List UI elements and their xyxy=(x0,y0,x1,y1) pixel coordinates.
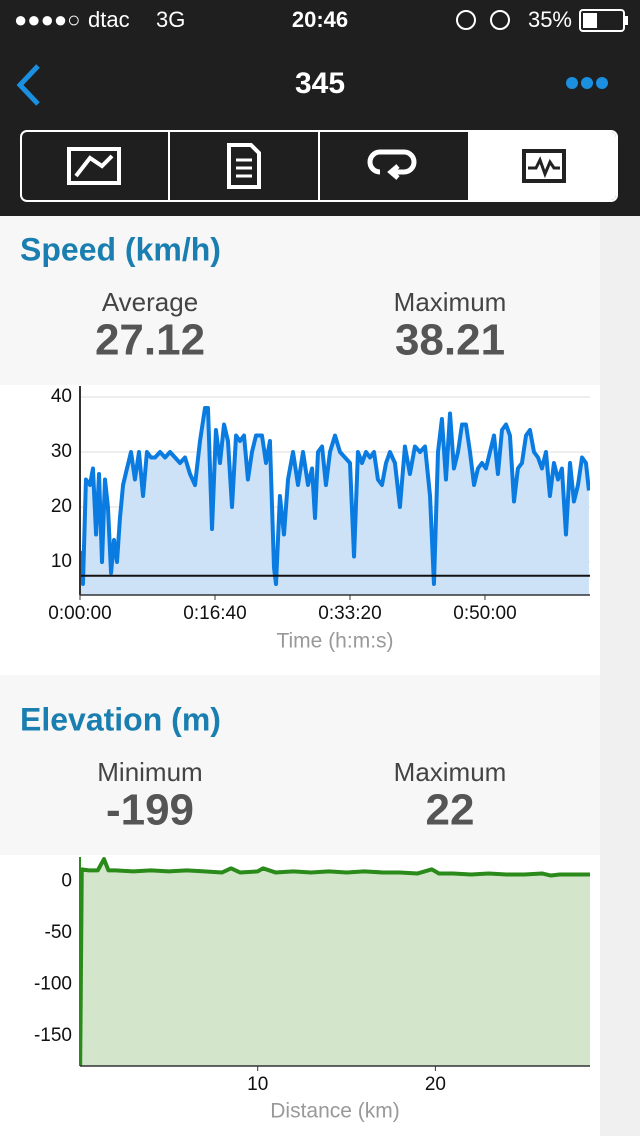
carrier: dtac xyxy=(88,7,130,32)
network: 3G xyxy=(156,7,185,32)
area-fill xyxy=(80,859,590,1066)
x-tick-label: 0:16:40 xyxy=(183,603,246,624)
stat-value: 38.21 xyxy=(395,316,505,365)
y-tick-label: 40 xyxy=(51,386,72,407)
x-axis-title: Time (h:m:s) xyxy=(276,630,393,653)
y-tick-label: 20 xyxy=(51,496,72,517)
y-tick-label: -100 xyxy=(34,974,72,995)
tab-map[interactable] xyxy=(67,147,121,185)
stat-value: 22 xyxy=(426,786,475,835)
area-fill xyxy=(80,408,589,595)
right-margin xyxy=(600,216,640,1136)
tab-charts[interactable] xyxy=(522,149,566,183)
battery-icon xyxy=(579,9,625,32)
x-tick-label: 0:00:00 xyxy=(48,603,111,624)
battery-level xyxy=(583,13,597,28)
y-tick-label: 30 xyxy=(51,441,72,462)
series-line xyxy=(80,857,590,1066)
more-button[interactable] xyxy=(566,77,608,89)
battery-text: 35% xyxy=(528,7,572,32)
stat-value: -199 xyxy=(106,786,194,835)
battery-tip xyxy=(625,16,628,25)
x-axis-title: Distance (km) xyxy=(270,1100,400,1123)
y-tick-label: -150 xyxy=(34,1025,72,1046)
x-tick-label: 0:33:20 xyxy=(318,603,381,624)
x-tick-label: 10 xyxy=(247,1074,268,1095)
stat-label: Average xyxy=(102,287,198,317)
tab-list[interactable] xyxy=(227,143,261,189)
series-line xyxy=(80,406,590,586)
signal: ●●●●○ xyxy=(14,7,80,32)
alarm-icon xyxy=(490,10,510,30)
x-tick-label: 20 xyxy=(425,1074,446,1095)
stat-label: Minimum xyxy=(97,757,202,787)
section-title: Speed (km/h) xyxy=(20,231,221,267)
y-tick-label: 0 xyxy=(61,871,72,892)
back-button[interactable] xyxy=(16,64,40,106)
section-title: Elevation (m) xyxy=(20,701,221,737)
tab-laps[interactable] xyxy=(367,149,417,180)
y-tick-label: -50 xyxy=(45,922,72,943)
stat-value: 27.12 xyxy=(95,316,205,365)
lock-icon xyxy=(456,10,476,30)
stat-label: Maximum xyxy=(394,757,507,787)
stat-label: Maximum xyxy=(394,287,507,317)
x-tick-label: 0:50:00 xyxy=(453,603,516,624)
clock: 20:46 xyxy=(292,7,348,32)
nav-title: 345 xyxy=(295,67,345,100)
y-tick-label: 10 xyxy=(51,551,72,572)
